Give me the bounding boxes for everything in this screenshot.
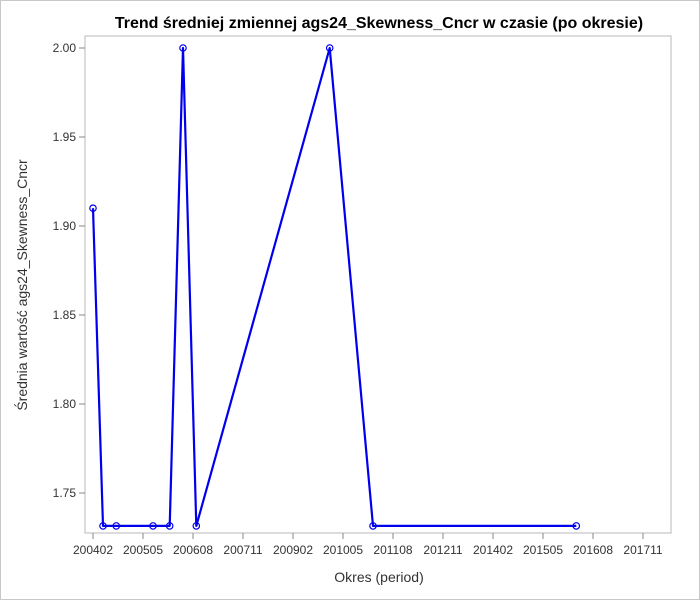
x-tick-label: 200402 bbox=[73, 543, 113, 557]
data-point-marker bbox=[369, 522, 377, 530]
data-point-marker bbox=[192, 522, 201, 530]
x-tick-label: 200505 bbox=[123, 543, 163, 557]
x-tick-label: 200711 bbox=[223, 543, 262, 557]
x-tick-label: 201608 bbox=[573, 543, 613, 557]
x-tick-label: 200902 bbox=[273, 543, 313, 557]
x-axis: 200402 200505 200608 200711 200902 201005 2011… bbox=[73, 533, 663, 557]
y-tick-label: 1.95 bbox=[53, 130, 77, 144]
x-axis-label: Okres (period) bbox=[334, 569, 423, 585]
series-line bbox=[91, 46, 577, 528]
y-tick-label: 1.90 bbox=[53, 219, 77, 233]
x-tick-label: 201005 bbox=[323, 543, 363, 557]
chart-title: Trend średniej zmiennej ags24_Skewness_C… bbox=[115, 15, 643, 32]
y-axis: 1.75 1.80 1.85 1.90 1.95 2.00 bbox=[53, 41, 85, 500]
y-tick-label: 1.80 bbox=[53, 397, 77, 411]
y-axis-label: Średnia wartość ags24_Skewness_Cncr bbox=[13, 159, 30, 411]
data-point-marker bbox=[149, 522, 157, 530]
y-tick-label: 1.85 bbox=[53, 308, 77, 322]
x-tick-label: 201402 bbox=[473, 543, 513, 557]
series-layer bbox=[89, 44, 581, 530]
data-point-marker bbox=[89, 204, 97, 213]
data-point-marker bbox=[325, 44, 334, 52]
data-point-marker bbox=[179, 44, 187, 52]
plot-area bbox=[84, 35, 672, 534]
y-tick-label: 1.75 bbox=[53, 486, 77, 500]
data-point-marker bbox=[112, 522, 121, 530]
data-point-marker bbox=[165, 522, 174, 530]
x-tick-label: 201505 bbox=[523, 543, 563, 557]
x-tick-label: 201108 bbox=[373, 543, 412, 557]
x-tick-label: 200608 bbox=[173, 543, 213, 557]
x-tick-label: 201211 bbox=[423, 543, 462, 557]
data-point-marker bbox=[572, 522, 581, 530]
data-point-marker bbox=[99, 522, 107, 530]
x-tick-label: 201711 bbox=[623, 543, 662, 557]
y-tick-label: 2.00 bbox=[53, 41, 77, 55]
